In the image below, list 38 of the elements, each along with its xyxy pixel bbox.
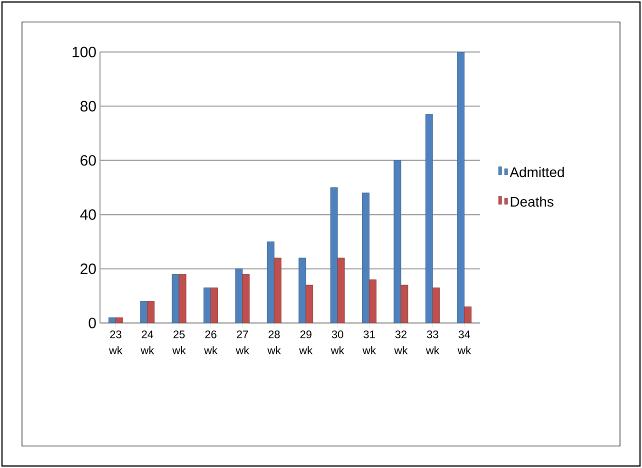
x-tick-label: 24 wk — [140, 330, 154, 354]
x-tick-label: 31 wk — [362, 330, 376, 354]
x-tick-label: 33 wk — [426, 330, 440, 354]
y-tick-label: 0 — [88, 318, 96, 328]
bar — [210, 288, 218, 323]
x-tick-label: 30 wk — [330, 330, 344, 354]
x-tick-label: 27 wk — [236, 330, 250, 354]
bar — [108, 317, 116, 323]
bar — [369, 279, 376, 323]
x-tick-label: 34 wk — [458, 330, 472, 354]
x-tick-label: 23 wk — [108, 330, 122, 354]
bar — [425, 114, 433, 323]
x-tick-label: 32 wk — [394, 330, 408, 354]
bar — [235, 268, 243, 323]
bar — [432, 288, 440, 323]
bar — [140, 301, 148, 323]
y-tick-label: 20 — [80, 264, 96, 274]
x-tick-label: 29 wk — [299, 330, 313, 354]
bar — [362, 192, 370, 323]
bar — [394, 160, 402, 323]
y-tick-label: 40 — [80, 209, 96, 220]
bar — [266, 242, 274, 323]
y-tick-label: 100 — [72, 46, 96, 58]
y-tick-label: 80 — [80, 100, 96, 112]
bar — [306, 284, 314, 323]
x-tick-label: 28 wk — [267, 330, 281, 354]
x-tick-label: 26 wk — [204, 330, 218, 354]
legend-label: Admitted — [510, 166, 564, 178]
y-tick-label: 60 — [80, 155, 96, 166]
bar — [172, 274, 180, 323]
bar — [330, 187, 338, 323]
legend-label: Deaths — [510, 196, 554, 207]
bar — [274, 258, 282, 323]
bar — [204, 288, 211, 323]
bar — [457, 52, 465, 323]
bar — [298, 258, 306, 323]
bar — [147, 301, 155, 323]
x-tick-label: 25 wk — [172, 330, 186, 354]
